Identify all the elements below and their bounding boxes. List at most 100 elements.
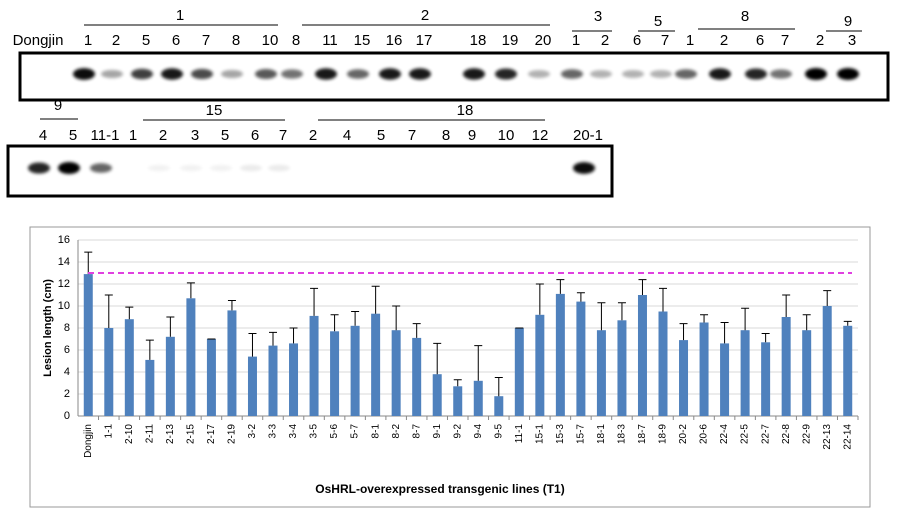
x-tick-label: 8-7 — [411, 424, 422, 439]
blot-band — [240, 164, 262, 172]
blot-band — [745, 68, 767, 80]
blot-band — [58, 162, 80, 174]
blot-band — [837, 68, 859, 80]
lane-label: 2 — [816, 32, 824, 49]
lane-label: 1 — [84, 32, 92, 49]
blot-band — [463, 68, 485, 80]
lane-label: 6 — [172, 32, 180, 49]
lane-label: 2 — [720, 32, 728, 49]
x-tick-label: 22-14 — [842, 424, 853, 450]
error-bar — [227, 300, 236, 311]
bar — [740, 330, 750, 416]
x-tick-label: 20-6 — [699, 424, 710, 444]
lane-label: 2 — [309, 127, 317, 144]
bar — [596, 330, 606, 416]
lane-label: 4 — [39, 127, 47, 144]
error-bar — [433, 342, 442, 375]
lane-label: 1 — [686, 32, 694, 49]
bar — [206, 339, 216, 416]
error-bar — [166, 316, 175, 337]
group-label: 18 — [457, 102, 474, 119]
x-tick-label: 5-6 — [329, 424, 340, 439]
lane-label: 9 — [468, 127, 476, 144]
blot-band — [315, 68, 337, 80]
error-bar — [782, 294, 791, 317]
y-tick-label: 14 — [58, 256, 70, 268]
x-tick-label: 3-2 — [247, 424, 258, 439]
error-bar — [84, 251, 93, 275]
lane-label: 4 — [343, 127, 351, 144]
bar — [289, 343, 299, 416]
y-tick-label: 16 — [58, 234, 70, 246]
blot-band — [770, 69, 792, 79]
x-tick-label: 15-1 — [534, 424, 545, 444]
bar — [412, 337, 422, 416]
lane-label: 18 — [470, 32, 487, 49]
error-bar — [802, 314, 811, 331]
x-tick-label: 22-9 — [801, 424, 812, 444]
x-axis-title: OsHRL-overexpressed transgenic lines (T1… — [315, 482, 564, 496]
blot-band — [90, 163, 112, 173]
error-bar — [823, 290, 832, 306]
lane-label: 5 — [69, 127, 77, 144]
bar — [802, 330, 812, 416]
x-tick-label: 2-10 — [124, 424, 135, 444]
group-label: 9 — [844, 13, 852, 30]
lane-label: 17 — [416, 32, 433, 49]
blot-band — [379, 68, 401, 80]
bar — [637, 295, 647, 416]
bar — [658, 311, 668, 416]
x-tick-label: 18-9 — [658, 424, 669, 444]
lane-label: 10 — [498, 127, 515, 144]
blot-band — [709, 68, 731, 80]
error-bar — [535, 283, 544, 315]
blot-band — [528, 70, 550, 78]
lane-label: 19 — [502, 32, 519, 49]
lane-label: 5 — [377, 127, 385, 144]
bar — [165, 336, 175, 416]
group-label: 15 — [206, 102, 223, 119]
error-bar — [269, 331, 277, 346]
blot-band — [347, 69, 369, 79]
lane-label: 3 — [191, 127, 199, 144]
bar — [473, 380, 483, 416]
bar — [494, 396, 504, 416]
x-tick-label: 3-3 — [268, 424, 279, 439]
error-bar — [638, 279, 647, 295]
x-tick-label: 20-2 — [678, 424, 689, 444]
error-bar — [659, 287, 667, 312]
y-axis-title: Lesion length (cm) — [42, 279, 54, 377]
error-bar — [330, 314, 339, 332]
blot-band — [161, 68, 183, 80]
error-bar — [597, 302, 606, 331]
error-bar — [474, 345, 483, 381]
error-bar — [453, 379, 462, 387]
bar — [453, 386, 463, 416]
blot-band — [805, 68, 827, 80]
blot-band — [409, 68, 431, 80]
x-tick-label: 3-4 — [288, 424, 299, 439]
y-tick-label: 8 — [64, 322, 70, 334]
blot-band — [495, 68, 517, 80]
bar — [186, 298, 196, 416]
error-bar — [392, 305, 401, 331]
x-tick-label: 9-1 — [432, 424, 443, 439]
error-bar — [741, 307, 750, 331]
bar — [268, 345, 278, 416]
x-tick-label: 18-1 — [596, 424, 607, 444]
lane-label: 15 — [354, 32, 371, 49]
lane-label: 2 — [601, 32, 609, 49]
x-tick-label: Dongjin — [83, 424, 94, 458]
error-bar — [248, 333, 257, 357]
blot-band — [28, 162, 50, 174]
error-bar — [186, 282, 195, 299]
blot-band — [221, 69, 243, 79]
bar — [555, 293, 565, 416]
bar — [227, 310, 237, 416]
blot-band — [180, 164, 202, 172]
bar — [330, 331, 340, 416]
bar — [104, 328, 114, 416]
group-label: 9 — [54, 97, 62, 114]
lane-label: 11-1 — [91, 127, 120, 144]
